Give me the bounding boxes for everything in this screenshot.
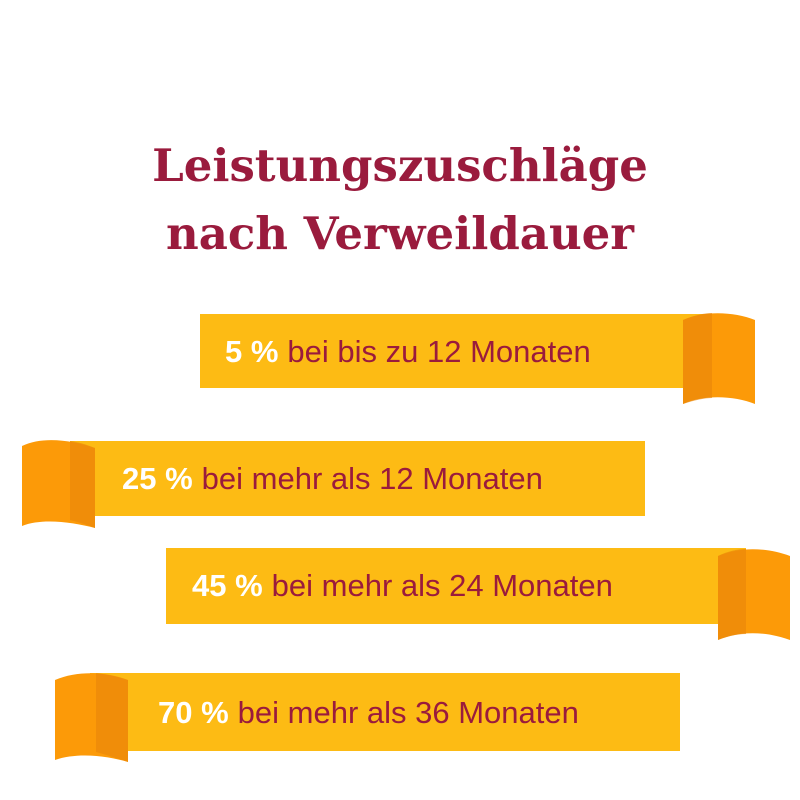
ribbon-2-percent: 25 % [122,461,193,496]
ribbon-3-text: bei mehr als 24 Monaten [271,568,613,603]
ribbon-2-body [70,441,645,516]
ribbon-2-text: bei mehr als 12 Monaten [201,461,543,496]
ribbon-2-label: 25 % bei mehr als 12 Monaten [122,463,543,494]
ribbon-1-body [200,314,710,388]
ribbon-4-label: 70 % bei mehr als 36 Monaten [158,697,579,728]
ribbon-1-percent: 5 % [225,334,279,369]
ribbon-3-label: 45 % bei mehr als 24 Monaten [192,570,613,601]
ribbon-3-percent: 45 % [192,568,263,603]
title-line-1: Leistungszuschläge [152,139,648,192]
ribbon-1-label: 5 % bei bis zu 12 Monaten [225,336,591,367]
ribbon-1-text: bei bis zu 12 Monaten [287,334,591,369]
ribbon-4-percent: 70 % [158,695,229,730]
ribbon-3-body [166,548,746,624]
title-line-2: nach Verweildauer [165,207,635,260]
ribbon-4-text: bei mehr als 36 Monaten [237,695,579,730]
page-title: Leistungszuschläge nach Verweildauer [0,132,800,268]
ribbon-4-body [90,673,680,751]
